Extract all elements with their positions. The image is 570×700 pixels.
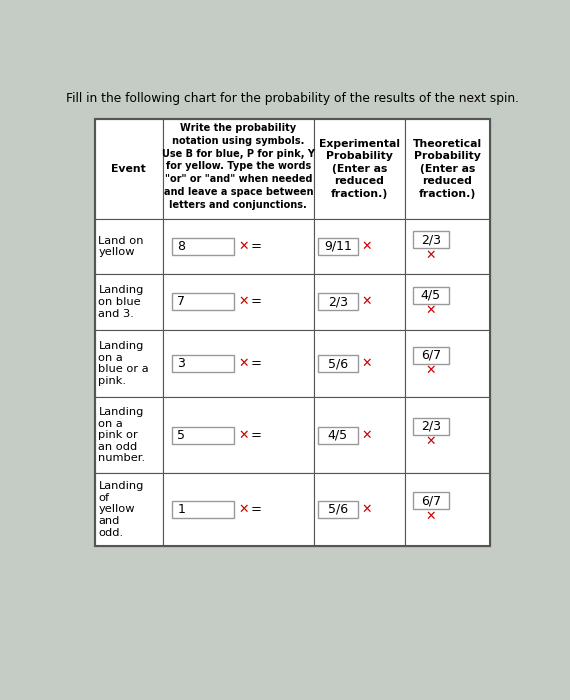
- Text: ✕: ✕: [426, 510, 436, 522]
- Text: 2/3: 2/3: [421, 419, 441, 433]
- Text: =: =: [251, 357, 262, 370]
- Bar: [413, 418, 449, 435]
- Text: ✕: ✕: [426, 248, 436, 262]
- Bar: [413, 231, 449, 248]
- Text: ✕: ✕: [239, 295, 249, 309]
- Bar: [162, 118, 314, 218]
- Text: 5/6: 5/6: [328, 357, 348, 370]
- Bar: [172, 355, 234, 372]
- Bar: [317, 293, 358, 310]
- Text: Event: Event: [111, 164, 146, 174]
- Bar: [405, 398, 490, 473]
- Bar: [413, 347, 449, 364]
- Bar: [317, 238, 358, 255]
- Text: ✕: ✕: [239, 428, 249, 442]
- Text: ✕: ✕: [426, 304, 436, 317]
- Text: =: =: [251, 295, 262, 309]
- Text: ✕: ✕: [426, 364, 436, 377]
- Bar: [314, 473, 405, 546]
- Bar: [317, 355, 358, 372]
- Text: =: =: [251, 428, 262, 442]
- Text: Landing
on a
blue or a
pink.: Landing on a blue or a pink.: [99, 341, 149, 386]
- Bar: [95, 118, 490, 546]
- Text: Fill in the following chart for the probability of the results of the next spin.: Fill in the following chart for the prob…: [66, 92, 519, 105]
- Text: ✕: ✕: [239, 503, 249, 516]
- Text: =: =: [251, 503, 262, 516]
- Bar: [95, 330, 162, 398]
- Bar: [95, 118, 162, 218]
- Text: ✕: ✕: [361, 295, 372, 309]
- Text: 9/11: 9/11: [324, 240, 352, 253]
- Text: 1: 1: [177, 503, 185, 516]
- Bar: [172, 293, 234, 310]
- Text: ✕: ✕: [426, 435, 436, 448]
- Bar: [405, 473, 490, 546]
- Bar: [162, 473, 314, 546]
- Bar: [314, 398, 405, 473]
- Text: 2/3: 2/3: [328, 295, 348, 309]
- Text: 3: 3: [177, 357, 185, 370]
- Text: 6/7: 6/7: [421, 349, 441, 362]
- Text: ✕: ✕: [239, 357, 249, 370]
- Text: =: =: [251, 240, 262, 253]
- Bar: [95, 118, 490, 546]
- Bar: [314, 218, 405, 274]
- Text: Theoretical
Probability
(Enter as
reduced
fraction.): Theoretical Probability (Enter as reduce…: [413, 139, 482, 199]
- Text: Landing
of
yellow
and
odd.: Landing of yellow and odd.: [99, 481, 144, 538]
- Bar: [172, 427, 234, 444]
- Bar: [162, 274, 314, 330]
- Bar: [95, 398, 162, 473]
- Bar: [405, 218, 490, 274]
- Bar: [162, 218, 314, 274]
- Text: ✕: ✕: [361, 240, 372, 253]
- Bar: [405, 330, 490, 398]
- Text: ✕: ✕: [361, 503, 372, 516]
- Bar: [413, 287, 449, 304]
- Text: ✕: ✕: [361, 357, 372, 370]
- Text: 5: 5: [177, 428, 185, 442]
- Text: Experimental
Probability
(Enter as
reduced
fraction.): Experimental Probability (Enter as reduc…: [319, 139, 400, 199]
- Bar: [314, 330, 405, 398]
- Text: Land on
yellow: Land on yellow: [99, 236, 144, 258]
- Text: ✕: ✕: [239, 240, 249, 253]
- Bar: [172, 501, 234, 518]
- Bar: [405, 118, 490, 218]
- Bar: [95, 274, 162, 330]
- Text: 6/7: 6/7: [421, 494, 441, 507]
- Text: ✕: ✕: [361, 428, 372, 442]
- Bar: [95, 218, 162, 274]
- Bar: [314, 274, 405, 330]
- Text: 5/6: 5/6: [328, 503, 348, 516]
- Bar: [172, 238, 234, 255]
- Bar: [405, 274, 490, 330]
- Text: Landing
on blue
and 3.: Landing on blue and 3.: [99, 286, 144, 318]
- Text: 7: 7: [177, 295, 185, 309]
- Text: 4/5: 4/5: [421, 289, 441, 302]
- Bar: [95, 473, 162, 546]
- Text: 4/5: 4/5: [328, 428, 348, 442]
- Text: Landing
on a
pink or
an odd
number.: Landing on a pink or an odd number.: [99, 407, 145, 463]
- Bar: [162, 398, 314, 473]
- Bar: [317, 501, 358, 518]
- Bar: [413, 492, 449, 509]
- Text: 2/3: 2/3: [421, 233, 441, 246]
- Text: 8: 8: [177, 240, 185, 253]
- Bar: [314, 118, 405, 218]
- Text: Write the probability
notation using symbols.
Use B for blue, P for pink, Y
for : Write the probability notation using sym…: [162, 123, 315, 210]
- Bar: [162, 330, 314, 398]
- Bar: [317, 427, 358, 444]
